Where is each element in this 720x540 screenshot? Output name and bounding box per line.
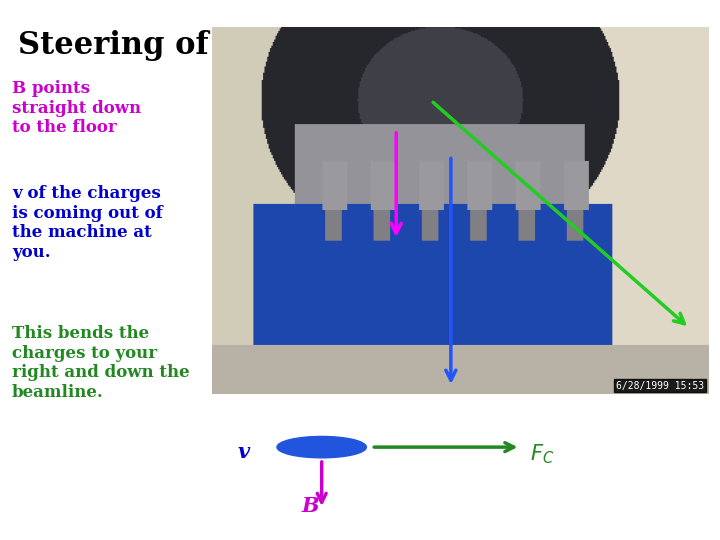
- Text: This bends the
charges to your
right and down the
beamline.: This bends the charges to your right and…: [12, 325, 189, 401]
- Text: Steering of Ions: Steering of Ions: [18, 30, 293, 61]
- Text: v: v: [237, 442, 249, 462]
- Text: B: B: [302, 496, 320, 516]
- Circle shape: [277, 436, 366, 458]
- Text: 6/28/1999 15:53: 6/28/1999 15:53: [616, 381, 704, 390]
- Text: v of the charges
is coming out of
the machine at
you.: v of the charges is coming out of the ma…: [12, 185, 163, 261]
- Text: $\mathit{F}_{\mathit{C}}$: $\mathit{F}_{\mathit{C}}$: [531, 442, 554, 466]
- Text: B points
straight down
to the floor: B points straight down to the floor: [12, 80, 141, 136]
